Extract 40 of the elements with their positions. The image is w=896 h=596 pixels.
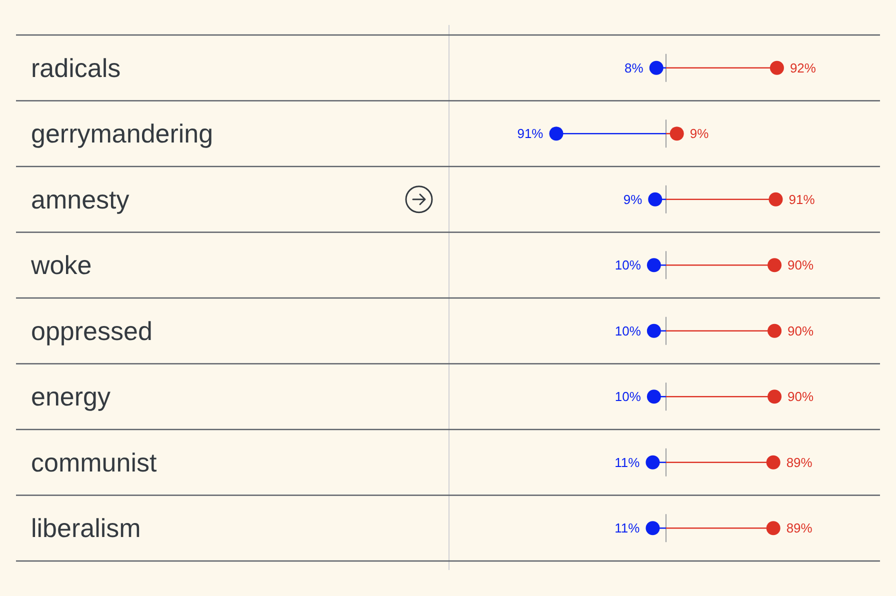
point <box>768 258 782 272</box>
y-tick-label: oppressed <box>31 316 152 346</box>
annotation: 10% <box>614 389 642 404</box>
point <box>768 390 782 404</box>
point <box>646 324 661 338</box>
annotation: 11% <box>614 520 640 536</box>
y-tick-label: energy <box>31 382 110 412</box>
data-label: 9% <box>690 126 710 142</box>
point <box>766 455 780 470</box>
point <box>646 390 661 404</box>
annotation: 91% <box>517 126 544 142</box>
point <box>766 521 780 536</box>
point <box>670 126 684 141</box>
point <box>646 455 660 470</box>
y-tick-label: gerrymandering <box>31 118 214 149</box>
y-tick-label: amnesty <box>31 184 130 214</box>
y-tick-label: woke <box>30 250 92 280</box>
y-tick-label: liberalism <box>31 513 141 544</box>
data-label: 89% <box>786 520 813 536</box>
y-tick-label: communist <box>31 447 158 478</box>
data-label: 91% <box>788 192 816 207</box>
point <box>649 60 664 75</box>
data-label: 90% <box>788 323 814 338</box>
point <box>768 192 783 206</box>
point <box>648 192 662 206</box>
annotation: 8% <box>624 60 644 76</box>
y-tick-label: radicals <box>31 52 121 83</box>
point <box>646 258 661 272</box>
data-label: 90% <box>788 389 814 404</box>
data-label: 89% <box>786 454 813 470</box>
annotation: 10% <box>614 323 642 338</box>
annotation: 9% <box>623 192 643 207</box>
point <box>646 521 660 536</box>
point <box>770 60 784 75</box>
annotation: 10% <box>614 258 642 273</box>
data-label: 92% <box>790 60 816 76</box>
point <box>549 126 564 141</box>
point <box>768 324 782 338</box>
annotation: 11% <box>614 454 640 470</box>
data-label: 90% <box>788 258 814 273</box>
